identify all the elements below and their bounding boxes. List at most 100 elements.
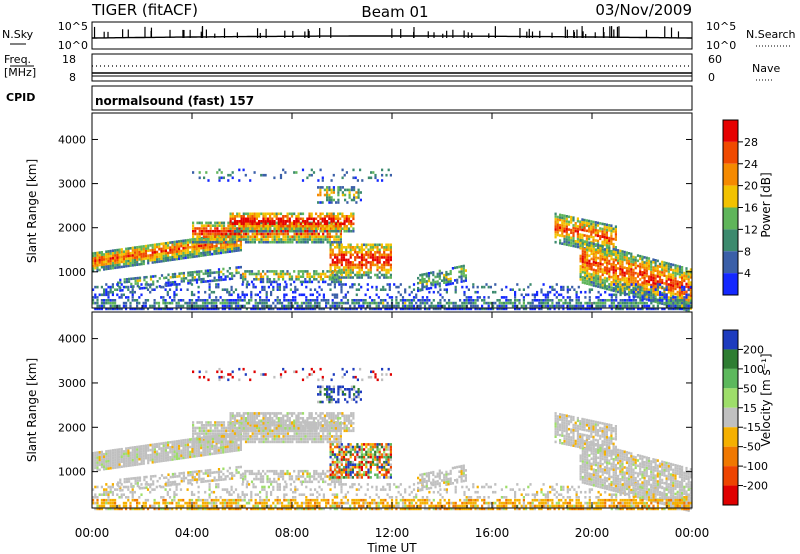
power-echo-cell xyxy=(122,293,125,297)
power-echo-cell xyxy=(195,252,198,256)
power-echo-cell xyxy=(583,226,586,230)
power-echo-cell xyxy=(228,272,231,275)
power-echo-cell xyxy=(142,307,145,311)
power-echo-cell xyxy=(276,307,279,311)
power-echo-cell xyxy=(233,222,237,226)
power-echo-cell xyxy=(164,256,167,260)
power-echo-cell xyxy=(312,171,316,174)
power-echo-cell xyxy=(354,248,357,252)
velocity-echo-cell xyxy=(133,451,137,454)
power-echo-cell xyxy=(242,217,245,221)
power-echo-cell xyxy=(658,286,662,289)
power-echo-cell xyxy=(212,290,216,294)
power-echo-cell xyxy=(572,226,575,230)
power-echo-cell xyxy=(215,242,218,245)
power-echo-cell xyxy=(251,229,254,233)
velocity-echo-cell xyxy=(171,450,174,454)
power-echo-cell xyxy=(111,254,115,257)
power-echo-cell xyxy=(326,240,329,244)
velocity-echo-cell xyxy=(197,449,201,452)
power-echo-cell xyxy=(389,276,392,279)
power-echo-cell xyxy=(219,249,223,252)
power-echo-cell xyxy=(445,307,448,311)
power-echo-cell xyxy=(175,255,178,258)
power-echo-cell xyxy=(131,293,134,297)
power-echo-cell xyxy=(107,265,110,268)
power-echo-cell xyxy=(619,304,622,308)
power-echo-cell xyxy=(650,291,653,295)
power-echo-cell xyxy=(667,278,670,281)
power-echo-cell xyxy=(228,290,231,294)
power-echo-cell xyxy=(467,307,470,311)
power-echo-cell xyxy=(563,217,566,220)
power-echo-cell xyxy=(240,222,243,226)
power-echo-cell xyxy=(233,247,236,250)
power-echo-cell xyxy=(566,304,569,308)
power-echo-cell xyxy=(289,238,292,241)
power-echo-cell xyxy=(505,285,508,289)
power-echo-cell xyxy=(636,295,640,299)
power-echo-cell xyxy=(341,212,344,216)
power-echo-cell xyxy=(233,238,237,241)
power-echo-cell xyxy=(683,299,686,302)
power-echo-cell xyxy=(369,251,372,254)
velocity-echo-cell xyxy=(147,449,150,452)
power-echo-cell xyxy=(260,235,263,238)
power-echo-cell xyxy=(330,217,333,221)
power-echo-cell xyxy=(131,290,134,294)
power-echo-cell xyxy=(353,304,356,308)
power-echo-cell xyxy=(180,277,183,280)
power-echo-cell xyxy=(294,301,297,305)
power-echo-cell xyxy=(171,255,174,259)
power-echo-cell xyxy=(319,238,323,241)
power-echo-cell xyxy=(632,299,635,302)
velocity-echo-cell xyxy=(96,458,99,462)
power-echo-cell xyxy=(205,171,208,174)
power-echo-cell xyxy=(614,230,617,234)
power-echo-cell xyxy=(109,304,112,308)
power-echo-cell xyxy=(249,227,252,230)
velocity-echo-cell xyxy=(131,458,134,462)
power-echo-cell xyxy=(296,288,299,291)
power-echo-cell xyxy=(337,240,340,244)
power-echo-cell xyxy=(247,235,250,238)
power-echo-cell xyxy=(351,261,354,264)
velocity-echo-cell xyxy=(125,449,128,453)
power-echo-cell xyxy=(243,304,246,308)
power-echo-cell xyxy=(132,277,135,280)
nsky-panel xyxy=(91,21,693,50)
power-echo-cell xyxy=(142,260,145,263)
power-echo-cell xyxy=(404,307,407,311)
power-echo-cell xyxy=(601,232,604,236)
power-echo-cell xyxy=(176,275,179,278)
power-echo-cell xyxy=(242,215,245,218)
power-echo-cell xyxy=(319,229,322,233)
power-echo-cell xyxy=(336,246,339,249)
power-echo-cell xyxy=(171,273,174,276)
power-echo-cell xyxy=(612,227,615,231)
power-echo-cell xyxy=(665,296,668,299)
power-echo-cell xyxy=(318,285,321,289)
power-echo-cell xyxy=(395,296,398,299)
power-echo-cell xyxy=(233,220,237,223)
power-echo-cell xyxy=(313,238,316,241)
power-echo-cell xyxy=(347,229,351,233)
colorbar-tick-label: 12 xyxy=(744,223,758,236)
power-echo-cell xyxy=(269,220,272,223)
power-echo-cell xyxy=(656,288,659,291)
power-echo-cell xyxy=(329,263,332,267)
power-echo-cell xyxy=(540,299,543,302)
power-echo-cell xyxy=(672,274,675,277)
power-echo-cell xyxy=(202,249,205,252)
power-echo-cell xyxy=(103,258,106,261)
power-echo-cell xyxy=(279,275,282,278)
power-echo-cell xyxy=(193,250,196,253)
power-echo-cell xyxy=(363,263,366,267)
power-echo-cell xyxy=(125,304,128,308)
velocity-echo-cell xyxy=(211,445,214,448)
power-echo-cell xyxy=(160,255,163,258)
velocity-echo-cell xyxy=(129,446,132,450)
power-echo-cell xyxy=(542,301,545,305)
power-echo-cell xyxy=(678,299,681,302)
power-echo-cell xyxy=(214,229,217,233)
